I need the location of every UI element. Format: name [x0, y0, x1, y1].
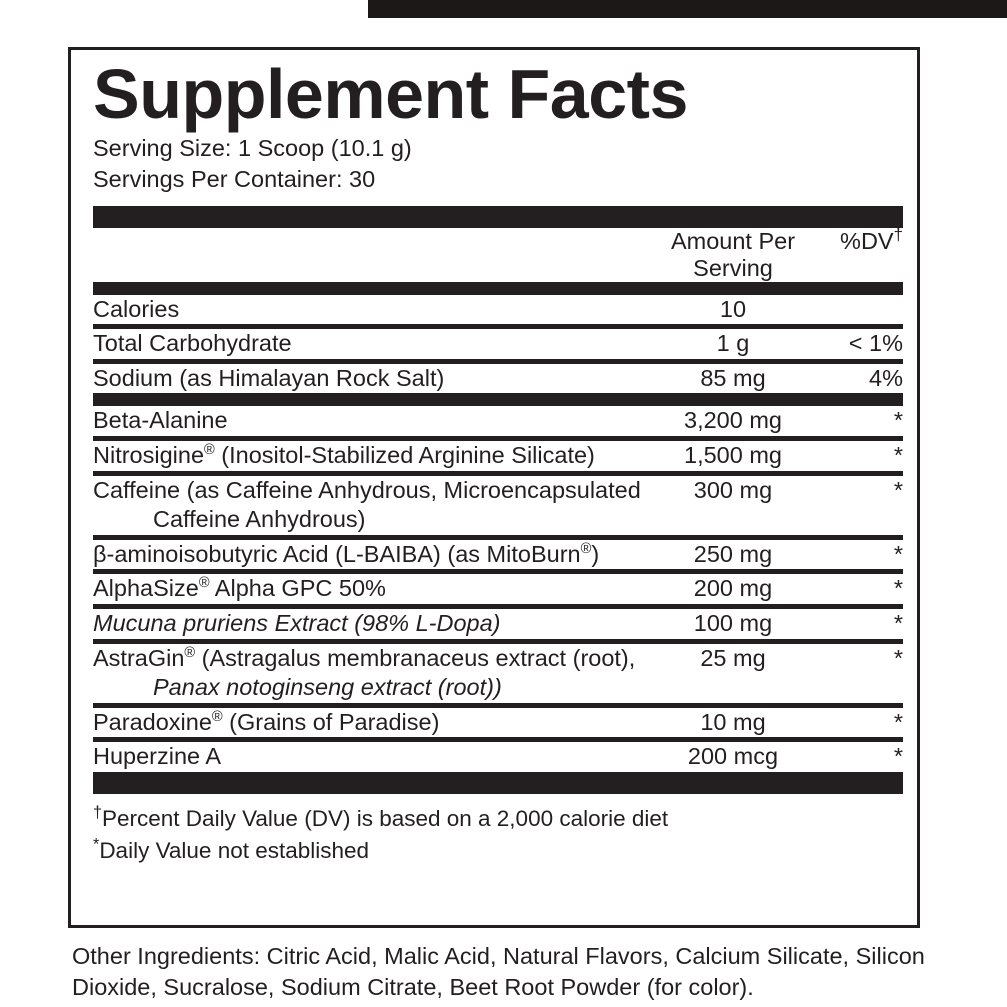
- page-title: Supplement Facts: [93, 55, 688, 133]
- row-name: Calories: [93, 295, 180, 322]
- footnote-asterisk-mark: *: [93, 835, 100, 854]
- row-name: Mucuna pruriens Extract (98% L-Dopa): [93, 609, 501, 636]
- row-separator: [93, 324, 903, 330]
- table-row: Sodium (as Himalayan Rock Salt) 85 mg 4%: [93, 364, 903, 394]
- table-row: AstraGin® (Astragalus membranaceus extra…: [93, 644, 903, 703]
- row-name: Huperzine A: [93, 743, 222, 770]
- table-row: AlphaSize® Alpha GPC 50% 200 mg *: [93, 574, 903, 604]
- table-row: Mucuna pruriens Extract (98% L-Dopa) 100…: [93, 609, 903, 639]
- row-name-text: AstraGin® (Astragalus membranaceus extra…: [93, 644, 636, 671]
- row-amount: 10: [719, 295, 747, 322]
- footnote-no-daily-value: *Daily Value not established: [93, 834, 903, 866]
- table-row: Nitrosigine® (Inositol-Stabilized Argini…: [93, 441, 903, 471]
- table-row: Paradoxine® (Grains of Paradise) 10 mg *: [93, 708, 903, 738]
- table-row: Total Carbohydrate 1 g < 1%: [93, 329, 903, 359]
- servings-per-container-text: Servings Per Container: 30: [93, 166, 376, 193]
- row-name: AstraGin® (Astragalus membranaceus extra…: [93, 644, 653, 703]
- header-percent-dv: %DV†: [813, 224, 903, 282]
- header-blank-cell: [93, 228, 653, 282]
- row-amount: 10 mg: [700, 708, 766, 735]
- proprietary-section-divider: [93, 393, 903, 407]
- row-dv: *: [893, 708, 903, 735]
- footer-bar: [93, 772, 903, 795]
- footnote-asterisk-text: Daily Value not established: [99, 838, 370, 864]
- row-separator: [93, 534, 903, 540]
- row-dv: *: [893, 743, 903, 770]
- row-dv: *: [893, 609, 903, 636]
- row-amount: 3,200 mg: [684, 407, 782, 434]
- row-amount: 85 mg: [700, 364, 766, 391]
- row-amount: 250 mg: [693, 540, 773, 567]
- row-amount: 1,500 mg: [684, 441, 782, 468]
- table-header-row: Amount Per Serving %DV†: [93, 224, 903, 282]
- row-separator: [93, 603, 903, 609]
- row-amount: 200 mg: [693, 575, 773, 602]
- supplement-facts-panel: Supplement Facts Serving Size: 1 Scoop (…: [68, 47, 920, 928]
- footnote-dagger-text: Percent Daily Value (DV) is based on a 2…: [102, 806, 669, 832]
- row-separator: [93, 737, 903, 743]
- row-dv: *: [893, 476, 903, 503]
- row-separator: [93, 569, 903, 575]
- row-separator: [93, 435, 903, 441]
- row-amount: 300 mg: [693, 476, 773, 503]
- serving-size-text: Serving Size: 1 Scoop (10.1 g): [93, 135, 412, 161]
- row-name: Sodium (as Himalayan Rock Salt): [93, 364, 445, 391]
- row-dv: *: [893, 575, 903, 602]
- nutrition-rows-table: Calories 10 Total Carbohydrate 1 g < 1% …: [93, 295, 903, 394]
- row-dv: < 1%: [848, 330, 903, 357]
- row-amount: 25 mg: [700, 644, 766, 671]
- row-amount: 100 mg: [693, 609, 773, 636]
- row-separator: [93, 470, 903, 476]
- row-name-text-line2: Panax notoginseng extract (root)): [153, 674, 502, 701]
- row-dv: *: [893, 441, 903, 468]
- row-dv: 4%: [869, 364, 903, 391]
- row-separator: [93, 702, 903, 708]
- top-cropped-banner: [368, 0, 1007, 18]
- table-row: Caffeine (as Caffeine Anhydrous, Microen…: [93, 476, 903, 535]
- row-name-text-line2: Caffeine Anhydrous): [153, 506, 366, 533]
- row-name: AlphaSize® Alpha GPC 50%: [93, 575, 386, 602]
- row-name: Total Carbohydrate: [93, 330, 292, 357]
- row-dv: *: [893, 644, 903, 671]
- table-row: β-aminoisobutyric Acid (L-BAIBA) (as Mit…: [93, 540, 903, 570]
- row-separator: [93, 638, 903, 644]
- header-dv-label: %DV: [840, 227, 894, 254]
- table-row: Beta-Alanine 3,200 mg *: [93, 406, 903, 436]
- header-bar-bottom: [93, 281, 903, 295]
- row-dv: [813, 295, 903, 325]
- table-row: Huperzine A 200 mcg *: [93, 742, 903, 772]
- row-name: Beta-Alanine: [93, 407, 228, 434]
- row-amount: 1 g: [716, 330, 750, 357]
- header-bar-top: [93, 205, 903, 228]
- ingredients-table: Beta-Alanine 3,200 mg * Nitrosigine® (In…: [93, 406, 903, 772]
- row-name-text: Nitrosigine® (Inositol-Stabilized Argini…: [93, 441, 595, 468]
- row-dv: *: [893, 407, 903, 434]
- other-ingredients-text: Other Ingredients: Citric Acid, Malic Ac…: [72, 943, 925, 1001]
- header-amount-per-serving: Amount Per Serving: [670, 227, 796, 281]
- table-row: Calories 10: [93, 295, 903, 325]
- row-name: Caffeine (as Caffeine Anhydrous, Microen…: [93, 476, 653, 535]
- nutrition-table: Amount Per Serving %DV†: [93, 224, 903, 282]
- row-separator: [93, 358, 903, 364]
- footnote-dagger-mark: †: [93, 803, 103, 822]
- row-amount: 200 mcg: [687, 743, 779, 770]
- header-dagger-mark: †: [893, 224, 903, 244]
- row-name-text: Caffeine (as Caffeine Anhydrous, Microen…: [93, 476, 641, 503]
- row-name: Paradoxine® (Grains of Paradise): [93, 708, 440, 735]
- row-dv: *: [893, 540, 903, 567]
- footnote-daily-value-basis: †Percent Daily Value (DV) is based on a …: [93, 794, 903, 834]
- row-name: β-aminoisobutyric Acid (L-BAIBA) (as Mit…: [93, 540, 600, 567]
- row-name: Nitrosigine® (Inositol-Stabilized Argini…: [93, 441, 653, 471]
